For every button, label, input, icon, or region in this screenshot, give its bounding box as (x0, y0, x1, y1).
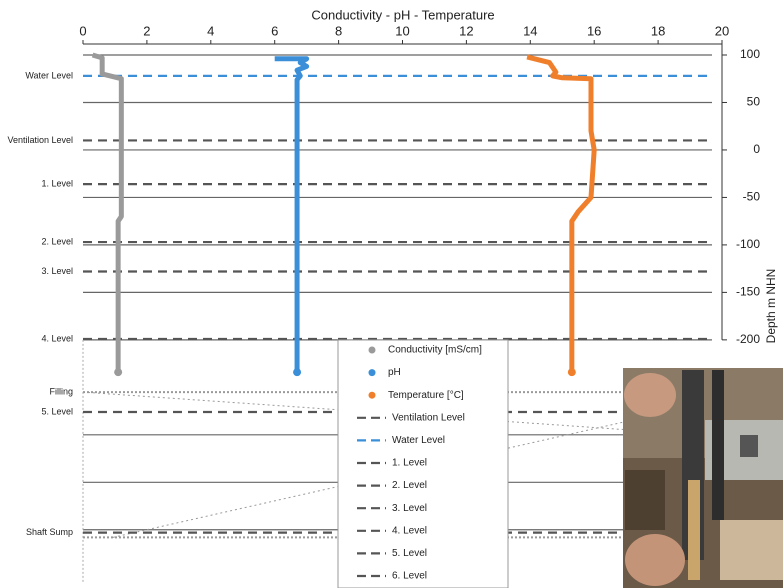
legend-label: Temperature [°C] (388, 390, 464, 401)
level-label: 5. Level (41, 406, 73, 416)
legend-label: 2. Level (392, 480, 427, 491)
x-tick-label: 10 (395, 23, 409, 38)
x-tick-label: 4 (207, 23, 214, 38)
x-tick-label: 14 (523, 23, 537, 38)
legend-marker (369, 347, 376, 354)
x-tick-label: 6 (271, 23, 278, 38)
level-label: 3. Level (41, 266, 73, 276)
level-label: Ventilation Level (7, 135, 73, 145)
x-tick-label: 18 (651, 23, 665, 38)
x-tick-label: 8 (335, 23, 342, 38)
level-label: Shaft Sump (26, 527, 73, 537)
x-tick-label: 12 (459, 23, 473, 38)
y-axis-title: Depth m NHN (764, 269, 778, 344)
legend-label: 5. Level (392, 548, 427, 559)
photo (623, 368, 783, 588)
y-tick-label: 0 (753, 142, 760, 156)
legend-label: 4. Level (392, 525, 427, 536)
level-label: 2. Level (41, 236, 73, 246)
y-tick-label: -150 (736, 285, 760, 299)
y-tick-label: 100 (740, 47, 760, 61)
legend-label: Conductivity [mS/cm] (388, 345, 482, 356)
chart-title: Conductivity - pH - Temperature (311, 7, 494, 22)
level-label: 4. Level (41, 333, 73, 343)
profile-line (527, 57, 594, 372)
legend-marker (369, 369, 376, 376)
profile-end (114, 368, 122, 376)
y-tick-label: -50 (743, 190, 761, 204)
legend-label: Water Level (392, 435, 445, 446)
profile-end (293, 368, 301, 376)
profile-end (568, 368, 576, 376)
x-tick-label: 2 (143, 23, 150, 38)
legend-label: 1. Level (392, 458, 427, 469)
legend-marker (369, 392, 376, 399)
legend-label: pH (388, 367, 401, 378)
chart: Conductivity - pH - Temperature Depth m … (0, 0, 783, 588)
x-tick-label: 20 (715, 23, 729, 38)
level-label: Water Level (25, 70, 73, 80)
y-tick-label: 50 (747, 95, 761, 109)
x-tick-label: 16 (587, 23, 601, 38)
profile-line (275, 59, 307, 372)
level-label: 1. Level (41, 179, 73, 189)
filling-label: Filling (49, 386, 73, 396)
legend-label: 6. Level (392, 571, 427, 582)
x-tick-label: 0 (79, 23, 86, 38)
y-tick-label: -100 (736, 237, 760, 251)
legend-label: Ventilation Level (392, 412, 465, 423)
legend-label: 3. Level (392, 503, 427, 514)
y-tick-label: -200 (736, 332, 760, 346)
